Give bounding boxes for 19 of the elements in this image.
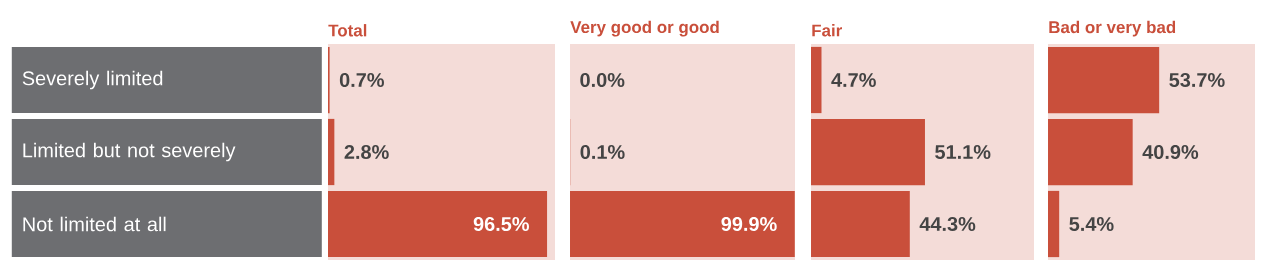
chart-title: Fair xyxy=(812,24,843,37)
data-label: 51.1% xyxy=(935,144,991,160)
chart-title: Bad or very bad xyxy=(1049,20,1176,37)
data-label: 5.4% xyxy=(1069,216,1114,232)
data-label: 2.8% xyxy=(344,144,389,160)
y-tick-label: Limited but not severely xyxy=(23,142,236,162)
data-label: 99.9% xyxy=(721,216,777,232)
data-label: 96.5% xyxy=(473,216,529,232)
data-label: 53.7% xyxy=(1169,72,1225,88)
data-label: 0.7% xyxy=(339,72,384,88)
chart-title: Very good or good xyxy=(570,20,719,37)
data-label: 0.0% xyxy=(580,72,625,88)
y-tick-label: Not limited at all xyxy=(23,216,166,232)
y-tick-label: Severely limited xyxy=(22,70,163,90)
data-label: 4.7% xyxy=(831,73,876,88)
data-label: 0.1% xyxy=(580,144,625,160)
data-label: 40.9% xyxy=(1142,144,1199,160)
chart-title: Total xyxy=(328,24,367,37)
data-label: 44.3% xyxy=(919,216,976,232)
